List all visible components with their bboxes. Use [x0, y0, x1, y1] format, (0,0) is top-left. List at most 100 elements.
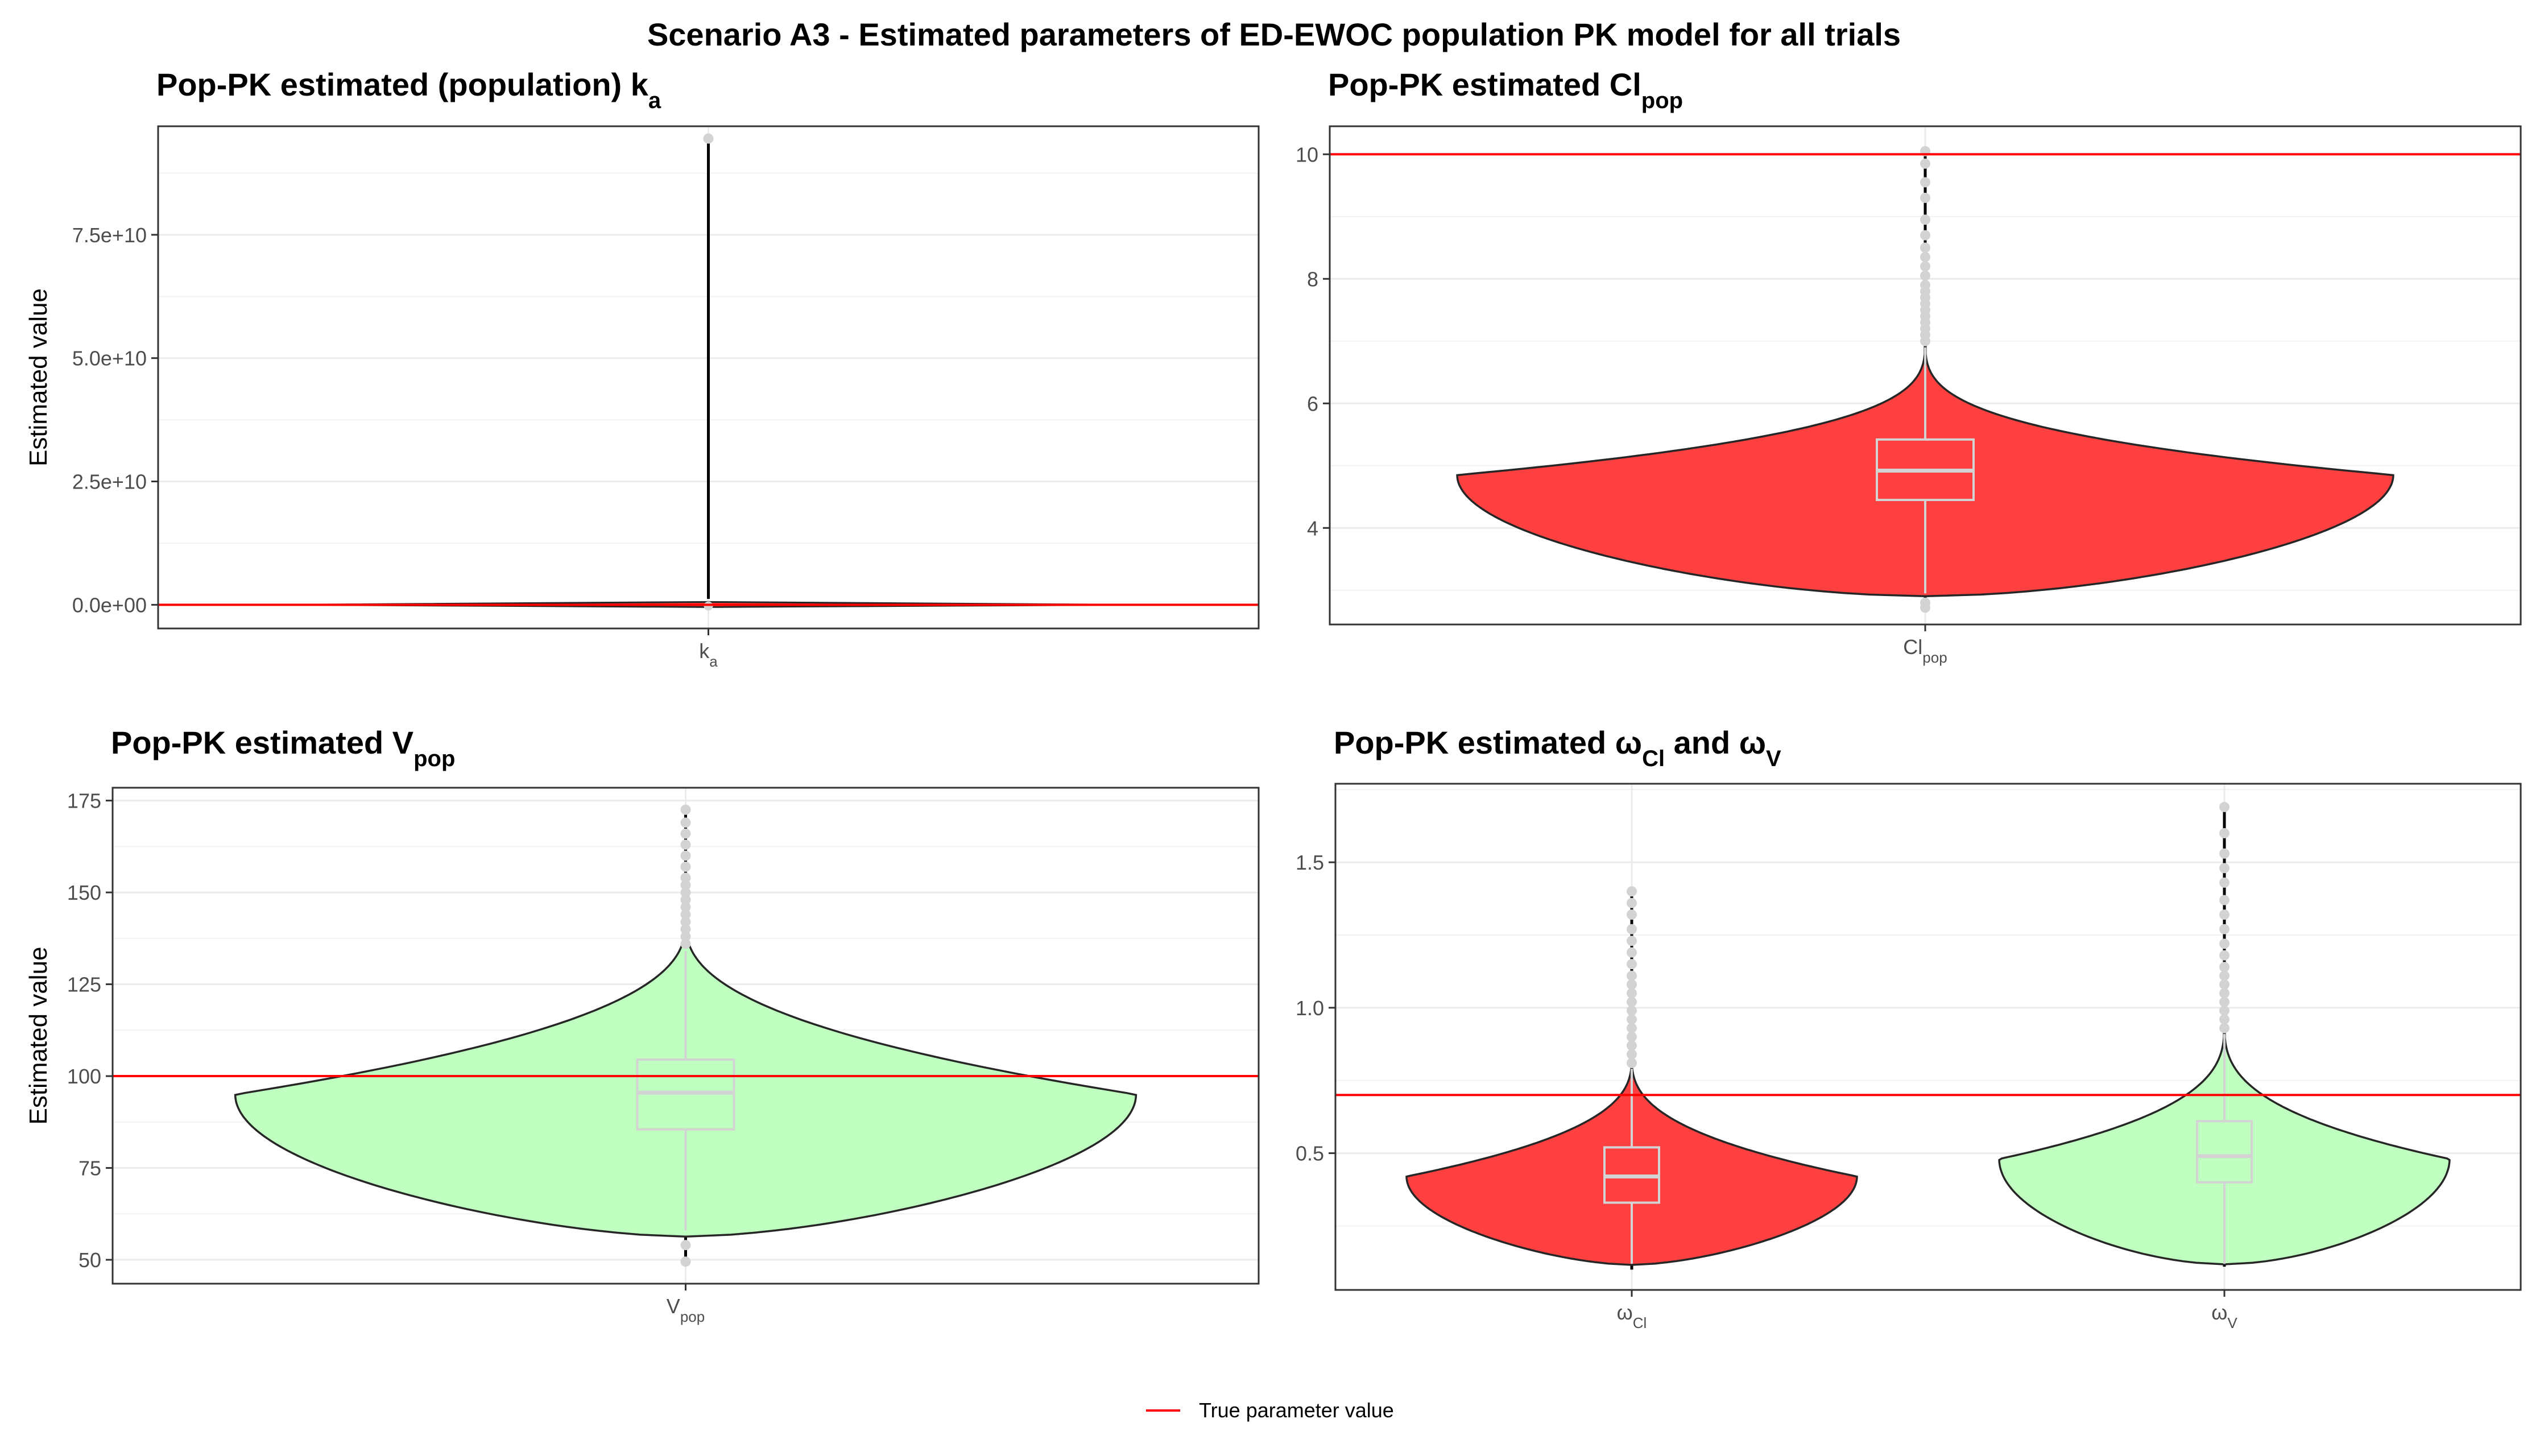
x-tick-label: ka	[699, 639, 718, 670]
violin-shape	[1456, 338, 2394, 598]
outlier-point	[1627, 1040, 1637, 1051]
outlier-point	[1627, 996, 1637, 1007]
outlier-point	[1920, 230, 1930, 241]
panel-2: 4 6 8 10 Clpop Pop-PK estimated Clpop	[1296, 67, 2522, 666]
outlier-point	[703, 133, 714, 144]
outlier-point	[2219, 938, 2230, 949]
x-tick-label: ωCl	[1617, 1301, 1647, 1331]
outlier-point	[1627, 1023, 1637, 1033]
outlier-point	[1627, 1058, 1637, 1069]
y-tick-label: 1.0	[1296, 996, 1324, 1020]
violin-group-2	[1998, 801, 2451, 1267]
panel-title: Pop-PK estimated Clpop	[1328, 67, 1683, 113]
panel-1: 0.0e+00 2.5e+10 5.0e+10 7.5e+10 ka Pop-PK est…	[24, 67, 1260, 670]
outlier-point	[680, 880, 691, 891]
y-tick-label: 0.0e+00	[72, 593, 147, 617]
outlier-point	[2219, 828, 2230, 838]
outlier-point	[1627, 1014, 1637, 1025]
outlier-point	[2219, 848, 2230, 859]
panel-3: 50 75 100 125 150 175 Vpop Pop-PK estimated Vpo…	[24, 725, 1260, 1325]
x-tick-label: Vpop	[667, 1294, 705, 1325]
outlier-point	[1627, 988, 1637, 999]
outlier-point	[680, 1256, 691, 1267]
outlier-point	[680, 850, 691, 861]
outlier-point	[680, 924, 691, 934]
outlier-point	[1627, 1005, 1637, 1016]
outlier-point	[2219, 988, 2230, 999]
y-tick-label: 5.0e+10	[72, 347, 147, 370]
outlier-point	[680, 901, 691, 912]
y-tick-label: 50	[78, 1248, 101, 1272]
outlier-point	[1627, 970, 1637, 981]
outlier-point	[1627, 886, 1637, 897]
outlier-point	[1920, 251, 1930, 262]
violin-shape	[234, 921, 1138, 1238]
outlier-point	[1920, 597, 1930, 608]
panels: 0.0e+00 2.5e+10 5.0e+10 7.5e+10 ka Pop-PK est…	[24, 67, 2522, 1331]
y-tick-label: 6	[1307, 392, 1318, 415]
panel-4: 0.5 1.0 1.5 ωCl ωV Pop-PK estimated ωCl and ω…	[1296, 725, 2522, 1331]
outlier-point	[680, 804, 691, 815]
outlier-point	[1627, 1032, 1637, 1042]
outlier-point	[680, 895, 691, 905]
outlier-point	[1627, 947, 1637, 958]
outlier-point	[1920, 280, 1930, 291]
y-tick-label: 4	[1307, 516, 1318, 540]
outlier-point	[1627, 897, 1637, 908]
panel-border	[1334, 783, 2522, 1291]
y-tick-label: 1.5	[1296, 851, 1324, 874]
outlier-point	[680, 817, 691, 828]
outlier-point	[680, 828, 691, 839]
outlier-point	[680, 909, 691, 920]
y-tick-label: 175	[67, 789, 101, 813]
outlier-point	[2219, 970, 2230, 981]
outlier-point	[1627, 979, 1637, 990]
outlier-point	[2219, 1005, 2230, 1016]
violin-group-1	[1405, 886, 1858, 1270]
outlier-point	[2219, 962, 2230, 973]
violin-group-1	[1456, 146, 2394, 613]
outlier-point	[1627, 924, 1637, 934]
outlier-point	[680, 916, 691, 927]
y-tick-label: 10	[1296, 143, 1318, 166]
y-tick-label: 150	[67, 881, 101, 904]
outlier-point	[1920, 158, 1930, 169]
outlier-point	[1920, 192, 1930, 203]
outlier-point	[1627, 909, 1637, 920]
outlier-point	[680, 931, 691, 942]
y-tick-label: 2.5e+10	[72, 470, 147, 494]
outlier-point	[2219, 1014, 2230, 1025]
panel-title: Pop-PK estimated Vpop	[111, 725, 455, 771]
legend-label: True parameter value	[1199, 1399, 1394, 1422]
y-tick-label: 0.5	[1296, 1142, 1324, 1165]
violin-shape	[1405, 1057, 1858, 1266]
outlier-point	[2219, 996, 2230, 1007]
outlier-point	[2219, 877, 2230, 888]
outlier-point	[680, 1240, 691, 1251]
violin-shape	[1998, 1022, 2451, 1265]
figure-title: Scenario A3 - Estimated parameters of ED…	[647, 16, 1901, 52]
outlier-point	[2219, 801, 2230, 812]
outlier-point	[1920, 242, 1930, 253]
x-tick-label: ωV	[2211, 1301, 2237, 1331]
y-tick-label: 125	[67, 973, 101, 996]
y-tick-label: 7.5e+10	[72, 224, 147, 247]
outlier-point	[680, 839, 691, 850]
outlier-point	[1627, 959, 1637, 970]
outlier-point	[1920, 177, 1930, 188]
y-axis-title: Estimated value	[24, 288, 52, 466]
outlier-point	[2219, 979, 2230, 990]
y-tick-label: 75	[78, 1157, 101, 1180]
outlier-point	[1920, 214, 1930, 225]
outlier-point	[2219, 909, 2230, 920]
outlier-point	[1920, 261, 1930, 272]
outlier-point	[680, 861, 691, 872]
outlier-point	[680, 872, 691, 883]
violin-group-1	[234, 804, 1138, 1267]
outlier-point	[2219, 863, 2230, 874]
y-tick-label: 8	[1307, 267, 1318, 291]
y-tick-label: 100	[67, 1065, 101, 1088]
outlier-point	[2219, 895, 2230, 905]
outlier-point	[680, 938, 691, 949]
